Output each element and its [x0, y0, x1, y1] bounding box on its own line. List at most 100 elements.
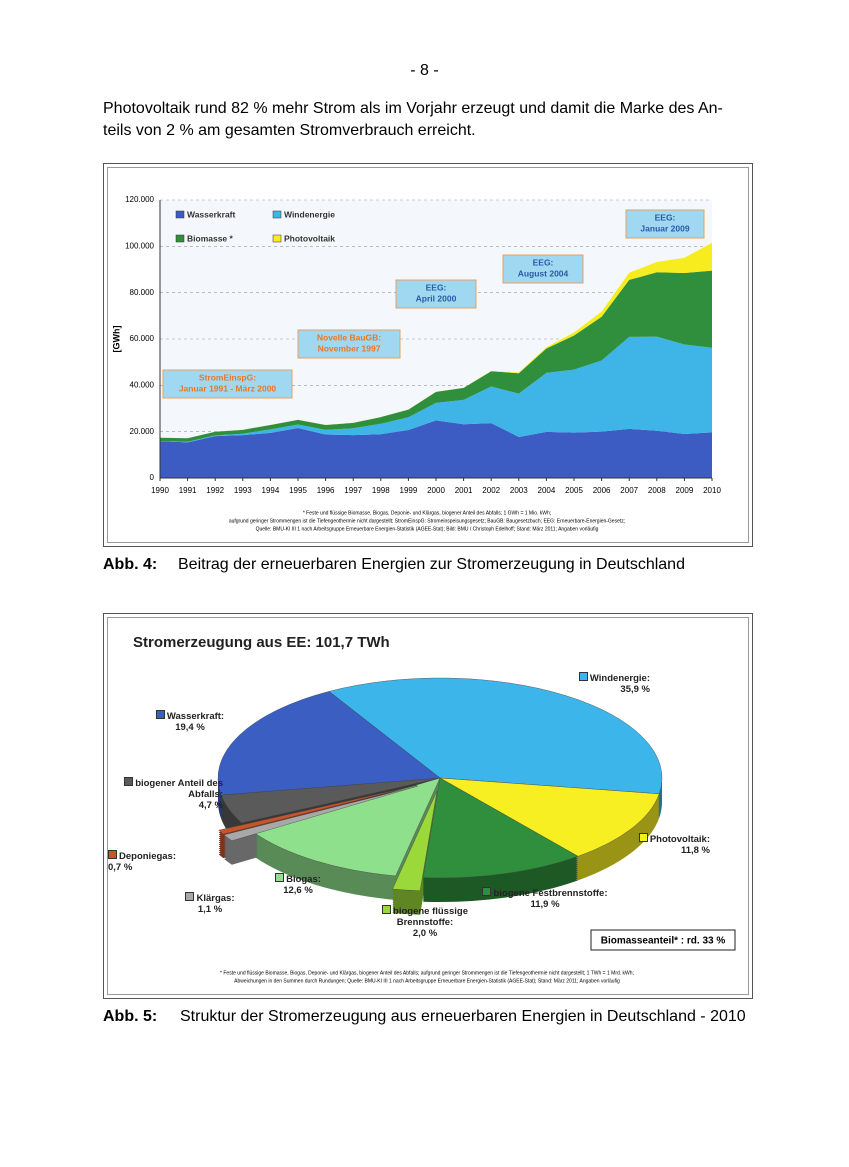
slice-name: biogener Anteil des Abfalls:	[135, 778, 223, 800]
x-tick-label: 2003	[510, 486, 528, 495]
figure-label: Abb. 4:	[103, 556, 158, 573]
slice	[392, 790, 438, 891]
y-tick-label: 120.000	[125, 195, 154, 204]
slice-value: 19,4 %	[175, 722, 205, 733]
slice-label: Windenergie: 35,9 %	[520, 672, 650, 695]
slice-name: Biogas:	[286, 874, 321, 885]
slice-label: Klärgas: 1,1 %	[170, 892, 250, 915]
x-tick-label: 1994	[262, 486, 280, 495]
legend-swatch	[638, 833, 648, 842]
slice-name: Photovoltaik:	[649, 834, 710, 845]
annotation-text: August 2004	[518, 268, 569, 278]
figure-label: Abb. 5:	[103, 1008, 158, 1025]
x-tick-label: 2007	[620, 486, 638, 495]
x-tick-label: 2010	[703, 486, 721, 495]
footnote: Quelle: BMU-KI III 1 nach Arbeitsgruppe …	[256, 526, 599, 532]
x-tick-label: 1999	[400, 486, 418, 495]
legend-label: Wasserkraft	[187, 209, 236, 219]
chart-title: Stromerzeugung aus EE: 101,7 TWh	[133, 634, 390, 651]
legend-swatch	[382, 905, 392, 914]
x-tick-label: 2001	[455, 486, 473, 495]
note: Biomasseanteil* : rd. 33 %	[601, 936, 726, 947]
annotation-text: Novelle BauGB:	[317, 332, 381, 342]
area-chart: 0 20.000 40.000 60.000 80.000 100.000 120.000 1…	[111, 195, 721, 532]
slice-name: Deponiegas:	[119, 851, 177, 862]
slice	[422, 777, 579, 879]
y-tick-label: 80.000	[130, 288, 155, 297]
slice-name: Klärgas:	[196, 893, 235, 904]
slice	[223, 785, 418, 841]
slice	[328, 677, 663, 795]
slice-label: Wasserkraft: 19,4 %	[140, 710, 240, 733]
slice-name: Windenergie:	[589, 673, 650, 684]
legend-swatch	[275, 873, 285, 882]
page-number: - 8 -	[410, 62, 439, 79]
slice-name: Wasserkraft:	[166, 711, 225, 722]
slice-label: biogene Festbrennstoffe: 11,9 %	[480, 887, 610, 910]
legend-swatch	[175, 210, 185, 219]
slice-name: biogene flüssige Brennstoffe:	[393, 906, 468, 928]
annotation-text: StromEinspG:	[199, 372, 256, 382]
y-tick-label: 40.000	[130, 380, 155, 389]
slice-value: 11,8 %	[680, 845, 710, 856]
footnote: * Feste und flüssige Biomasse, Biogas, D…	[303, 510, 551, 516]
annotation-box	[502, 254, 584, 284]
slice-label: Deponiegas: 0,7 %	[108, 850, 208, 873]
slice-name: biogene Festbrennstoffe:	[493, 888, 608, 899]
annotation-box	[297, 329, 401, 359]
footnote: Abweichungen in den Summen durch Rundung…	[234, 978, 620, 984]
figure-caption: Beitrag der erneuerbaren Energien zur St…	[178, 556, 685, 573]
legend-swatch	[175, 234, 185, 243]
x-tick-label: 1995	[289, 486, 307, 495]
paragraph-line: teils von 2 % am gesamten Stromverbrauch…	[103, 122, 476, 139]
slice-label: Photovoltaik: 11,8 %	[590, 833, 710, 856]
x-tick-label: 1991	[179, 486, 197, 495]
legend-swatch	[482, 887, 492, 896]
note-box	[590, 929, 736, 951]
x-tick-label: 1996	[317, 486, 335, 495]
x-tick-label: 2002	[482, 486, 500, 495]
slice-value: 35,9 %	[620, 684, 650, 695]
x-tick-label: 1990	[151, 486, 169, 495]
slice-value: 12,6 %	[283, 885, 313, 896]
x-tick-label: 2000	[427, 486, 445, 495]
x-tick-label: 2005	[565, 486, 583, 495]
slice-value: 11,9 %	[530, 899, 560, 910]
x-tick-label: 2004	[538, 486, 556, 495]
x-tick-label: 1993	[234, 486, 252, 495]
legend-swatch	[108, 850, 117, 859]
x-tick-label: 1992	[206, 486, 224, 495]
legend-swatch	[578, 672, 588, 681]
x-tick-label: 2009	[676, 486, 694, 495]
y-tick-label: 100.000	[125, 241, 154, 250]
annotation-text: EEG:	[533, 257, 554, 267]
y-tick-label: 20.000	[130, 427, 155, 436]
slice-value: 4,7 %	[198, 800, 223, 811]
slice-value: 2,0 %	[412, 928, 438, 939]
slice	[439, 777, 660, 857]
footnote: * Feste und flüssige Biomasse, Biogas, D…	[220, 970, 634, 976]
footnote: aufgrund geringer Strommengen ist die Ti…	[229, 518, 625, 524]
area	[160, 336, 712, 443]
x-tick-label: 2008	[648, 486, 666, 495]
slice	[218, 785, 418, 835]
annotation-box	[162, 369, 293, 399]
y-axis-label: [GWh]	[111, 326, 121, 353]
annotation-text: November 1997	[318, 343, 381, 353]
area	[160, 242, 712, 439]
slice	[217, 691, 441, 796]
x-tick-label: 2006	[593, 486, 611, 495]
legend-label: Windenergie	[284, 209, 335, 219]
legend-swatch	[124, 777, 134, 786]
y-tick-label: 0	[150, 473, 155, 482]
x-tick-label: 1998	[372, 486, 390, 495]
area	[160, 420, 712, 478]
area	[160, 270, 712, 442]
paragraph-line: Photovoltaik rund 82 % mehr Strom als im…	[103, 100, 723, 117]
annotation-text: Januar 2009	[640, 223, 689, 233]
annotation-text: EEG:	[426, 282, 447, 292]
annotation-box	[625, 209, 705, 239]
pie-chart: Stromerzeugung aus EE: 101,7 TWh Biomasse…	[133, 634, 736, 984]
legend-label: Photovoltaik	[284, 233, 335, 243]
